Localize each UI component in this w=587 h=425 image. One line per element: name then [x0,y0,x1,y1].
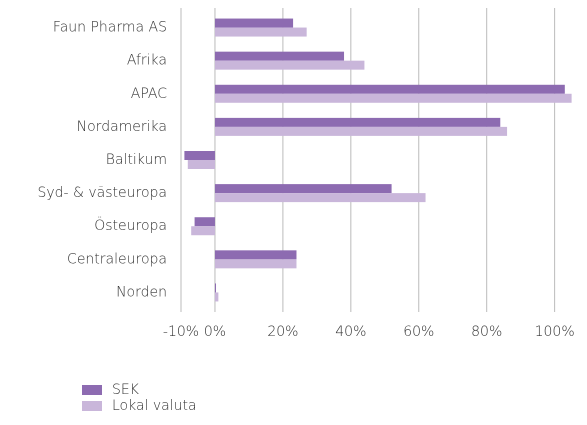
legend-swatch [82,385,102,395]
y-tick-label: Afrika [127,53,167,69]
bar [214,259,297,269]
legend-label: SEK [112,382,140,398]
y-tick-label: Baltikum [106,152,167,168]
bar [214,51,345,61]
x-tick-label: 40% [335,324,366,340]
y-tick-label: Syd- & västeuropa [37,185,167,201]
bar [194,217,215,227]
y-tick-label: Nordamerika [77,119,167,135]
x-tick-label: -10% [163,324,199,340]
bar [214,292,219,302]
legend-label: Lokal valuta [112,398,197,414]
y-tick-label: Norden [116,284,167,300]
bar [187,160,215,169]
x-tick-label: 100% [535,324,575,340]
bar [214,126,508,136]
bar [214,18,294,28]
bar [214,117,501,127]
x-tick-label: 20% [267,324,298,340]
bar [214,283,216,293]
bar [214,93,572,103]
y-tick-label: Östeuropa [94,217,167,234]
x-tick-label: 80% [471,324,502,340]
x-tick-label: 0% [204,324,226,340]
bar [184,151,215,160]
legend-swatch [82,401,102,411]
bar [214,184,392,194]
y-tick-label: APAC [131,86,167,102]
bar [214,27,307,37]
bar [214,250,297,260]
x-tick-label: 60% [403,324,434,340]
bar [214,193,426,203]
bar [214,84,565,94]
bar [214,60,365,70]
bar [191,226,215,236]
y-tick-label: Faun Pharma AS [53,20,167,36]
y-tick-label: Centraleuropa [67,251,167,267]
